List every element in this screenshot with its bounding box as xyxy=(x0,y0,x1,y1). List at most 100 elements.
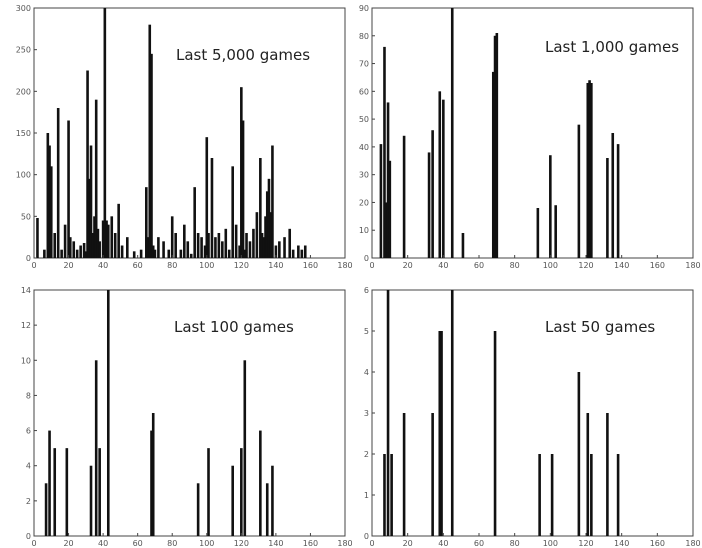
bar xyxy=(75,249,79,258)
bar xyxy=(383,454,386,536)
bar xyxy=(590,83,593,258)
bar xyxy=(388,160,392,258)
bar xyxy=(278,241,281,258)
y-tick-label: 90 xyxy=(359,4,369,13)
bar-series xyxy=(379,8,620,258)
bar xyxy=(174,233,177,258)
bar xyxy=(252,228,255,258)
x-axis: 0 20 40 60 80 100 120 140 160 180 xyxy=(31,533,353,548)
x-tick-label: 80 xyxy=(167,539,177,548)
x-tick-label: 40 xyxy=(438,261,448,270)
bar xyxy=(86,70,89,258)
y-tick-label: 80 xyxy=(359,32,369,41)
y-tick-label: 0 xyxy=(26,532,31,541)
y-tick-label: 1 xyxy=(364,491,369,500)
y-tick-label: 70 xyxy=(359,60,369,69)
bar xyxy=(549,155,552,258)
bar xyxy=(94,99,98,258)
bar xyxy=(120,245,124,258)
bar xyxy=(93,216,96,258)
bar xyxy=(139,249,143,258)
bar xyxy=(493,331,497,536)
bar xyxy=(162,241,165,258)
bar xyxy=(94,360,98,536)
x-tick-label: 0 xyxy=(31,539,36,548)
y-axis: 0 50 100 150 200 250 300 xyxy=(16,4,37,263)
bar xyxy=(379,144,383,258)
y-tick-label: 150 xyxy=(16,129,31,138)
plot-frame xyxy=(371,7,694,259)
chart-title: Last 50 games xyxy=(545,318,655,336)
bar xyxy=(113,233,117,258)
bar xyxy=(72,241,76,258)
bar xyxy=(616,454,620,536)
bar xyxy=(98,241,101,258)
x-tick-label: 40 xyxy=(98,539,108,548)
bar xyxy=(56,108,60,258)
bar xyxy=(196,483,200,536)
bar xyxy=(267,178,271,258)
bar xyxy=(221,241,224,258)
bar xyxy=(151,413,155,536)
bar xyxy=(98,448,101,536)
bar xyxy=(386,102,390,258)
x-tick-label: 100 xyxy=(543,539,558,548)
y-tick-label: 300 xyxy=(16,4,31,13)
bar xyxy=(300,249,304,258)
bar xyxy=(297,245,300,258)
bar xyxy=(383,46,386,258)
bar xyxy=(577,124,581,258)
x-tick-label: 180 xyxy=(337,539,352,548)
chart-panel-last-1000-games: 0 20 40 60 80 100 120 140 160 180 0 10 20 30 40 50 60 70… xyxy=(359,4,701,270)
x-tick-label: 40 xyxy=(438,539,448,548)
bar xyxy=(231,465,234,536)
bar xyxy=(105,220,108,258)
bar xyxy=(440,331,443,536)
x-tick-label: 120 xyxy=(578,261,593,270)
y-tick-label: 4 xyxy=(26,462,31,471)
bar xyxy=(390,454,393,536)
bar xyxy=(101,220,105,258)
bar xyxy=(265,483,269,536)
bar xyxy=(207,233,210,258)
y-tick-label: 2 xyxy=(364,450,369,459)
bar xyxy=(186,241,190,258)
bar xyxy=(264,216,267,258)
bar xyxy=(196,233,200,258)
bar xyxy=(588,80,591,258)
y-axis: 0 1 2 3 4 5 6 xyxy=(364,286,375,541)
bar xyxy=(170,216,174,258)
bar xyxy=(207,448,210,536)
bar xyxy=(586,413,590,536)
bar xyxy=(126,237,129,258)
bar xyxy=(231,166,234,258)
bar xyxy=(67,120,70,258)
bar xyxy=(203,245,207,258)
y-tick-label: 3 xyxy=(364,409,369,418)
bar xyxy=(303,245,307,258)
y-axis: 0 10 20 30 40 50 60 70 80 90 xyxy=(359,4,375,263)
bar xyxy=(227,249,231,258)
bar xyxy=(402,413,406,536)
bar xyxy=(53,233,57,258)
y-tick-label: 8 xyxy=(26,391,31,400)
bar xyxy=(550,454,554,536)
bar xyxy=(179,249,183,258)
bar xyxy=(384,202,388,258)
x-tick-label: 160 xyxy=(650,539,665,548)
bar xyxy=(241,120,245,258)
bar xyxy=(606,158,609,258)
bar xyxy=(150,430,153,536)
bar xyxy=(84,251,88,258)
bar xyxy=(271,465,274,536)
bar xyxy=(442,99,445,258)
bar xyxy=(193,187,196,258)
bar xyxy=(82,243,86,258)
x-tick-label: 160 xyxy=(650,261,665,270)
bar xyxy=(243,249,247,258)
bar-series xyxy=(44,290,274,536)
bar-series xyxy=(383,290,620,536)
x-axis: 0 20 40 60 80 100 120 140 160 180 xyxy=(369,533,701,548)
y-tick-label: 0 xyxy=(26,254,31,263)
x-tick-label: 20 xyxy=(63,539,73,548)
